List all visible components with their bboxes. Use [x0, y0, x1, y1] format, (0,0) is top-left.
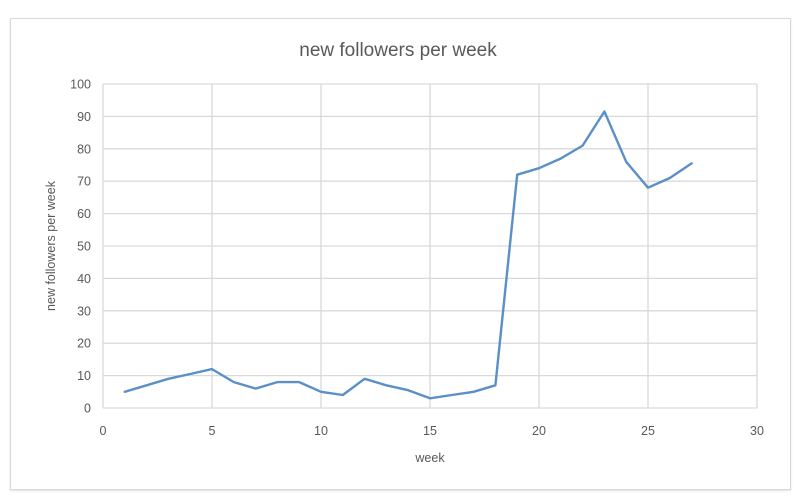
y-tick-label: 10	[77, 369, 91, 383]
x-tick-label: 30	[750, 424, 764, 438]
x-tick-label: 0	[100, 424, 107, 438]
chart-title: new followers per week	[299, 40, 497, 61]
x-tick-label: 25	[641, 424, 655, 438]
y-tick-label: 100	[70, 78, 91, 92]
x-tick-label: 10	[314, 424, 328, 438]
y-tick-label: 70	[77, 175, 91, 189]
x-tick-label: 15	[423, 424, 437, 438]
y-tick-label: 90	[77, 110, 91, 124]
y-tick-label: 40	[77, 272, 91, 286]
y-axis-ticks: 0 10 20 30 40 50 60 70 80 90 100	[70, 78, 91, 416]
y-tick-label: 50	[77, 240, 91, 254]
x-axis-ticks: 0 5 10 15 20 25 30	[100, 424, 764, 438]
y-tick-label: 60	[77, 207, 91, 221]
y-tick-label: 30	[77, 304, 91, 318]
data-series-line	[123, 110, 693, 400]
chart-frame	[10, 18, 791, 490]
x-axis-label: week	[414, 451, 445, 465]
x-tick-label: 5	[209, 424, 216, 438]
y-axis-label: new followers per week	[44, 180, 58, 311]
y-tick-label: 0	[84, 402, 91, 416]
gridlines	[102, 83, 758, 409]
y-tick-label: 80	[77, 142, 91, 156]
y-tick-label: 20	[77, 337, 91, 351]
x-tick-label: 20	[532, 424, 546, 438]
